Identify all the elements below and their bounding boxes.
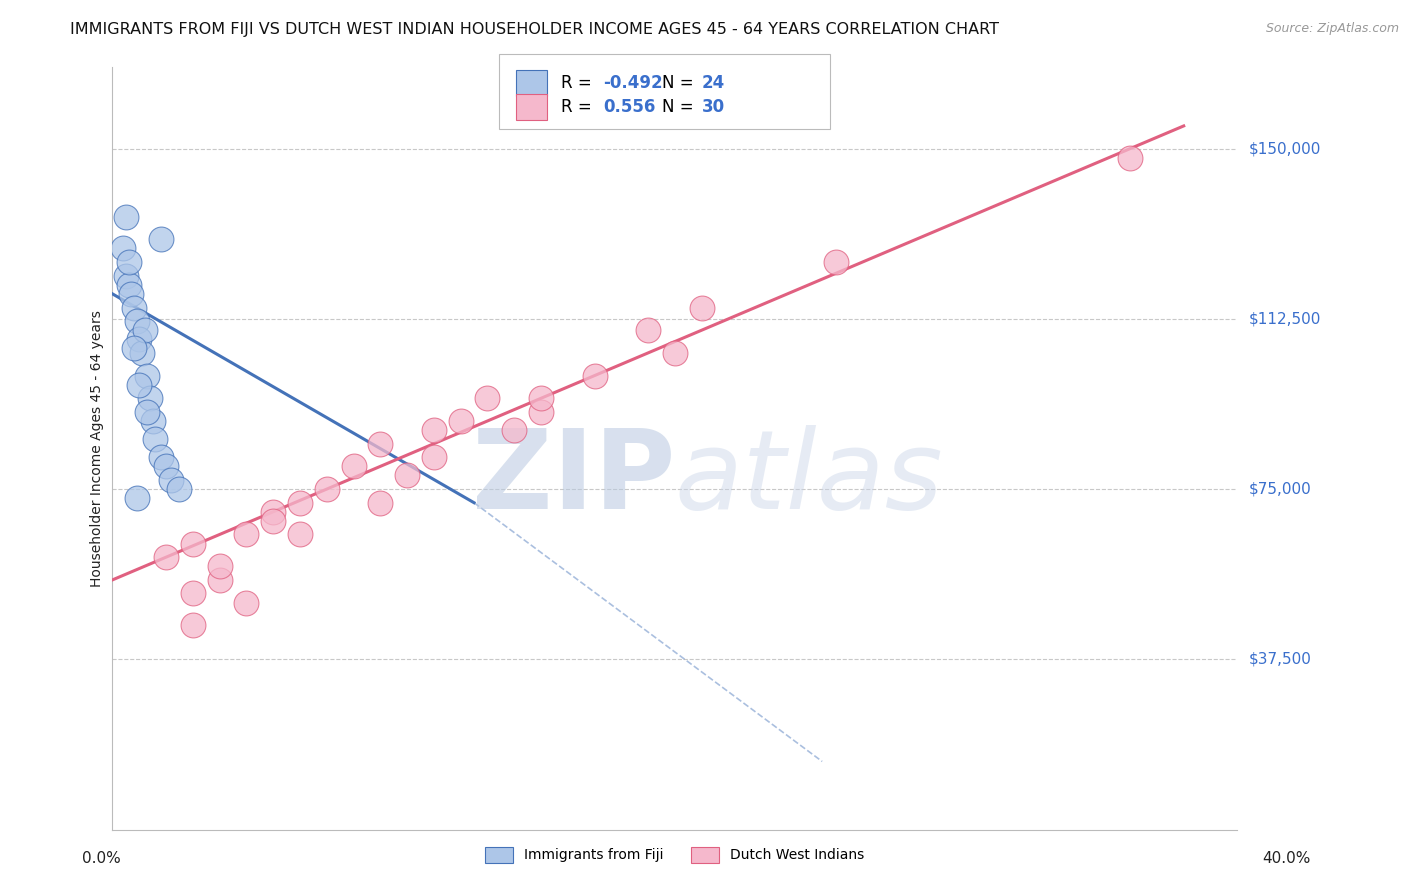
Point [181, 586, 204, 600]
Point [396, 468, 419, 483]
Point [122, 301, 145, 315]
Point [637, 323, 659, 337]
Point [315, 482, 337, 496]
Text: Source: ZipAtlas.com: Source: ZipAtlas.com [1265, 22, 1399, 36]
Point [128, 377, 150, 392]
Point [235, 596, 257, 610]
Point [530, 392, 553, 406]
Text: -0.492: -0.492 [603, 74, 662, 92]
Point [112, 242, 135, 256]
Text: R =: R = [561, 98, 598, 116]
Point [120, 286, 142, 301]
Point [181, 618, 204, 632]
Point [128, 332, 150, 346]
Point [117, 255, 139, 269]
Point [664, 346, 686, 360]
Point [115, 210, 138, 224]
Text: IMMIGRANTS FROM FIJI VS DUTCH WEST INDIAN HOUSEHOLDER INCOME AGES 45 - 64 YEARS : IMMIGRANTS FROM FIJI VS DUTCH WEST INDIA… [70, 22, 1000, 37]
Text: ZIP: ZIP [471, 425, 675, 533]
Point [142, 414, 165, 428]
Point [1119, 151, 1142, 165]
Text: N =: N = [662, 74, 699, 92]
Point [530, 405, 553, 419]
Point [122, 342, 145, 356]
Point [131, 346, 153, 360]
Point [288, 496, 311, 510]
Text: 0.0%: 0.0% [82, 851, 121, 865]
Point [125, 491, 148, 505]
Point [143, 432, 166, 446]
Point [235, 527, 257, 541]
Point [139, 392, 162, 406]
Text: $37,500: $37,500 [1249, 652, 1312, 667]
Point [160, 473, 183, 487]
Point [368, 436, 391, 450]
Point [342, 459, 364, 474]
Text: $75,000: $75,000 [1249, 482, 1312, 497]
Legend: Immigrants from Fiji, Dutch West Indians: Immigrants from Fiji, Dutch West Indians [479, 841, 870, 869]
Point [149, 450, 172, 465]
Text: 40.0%: 40.0% [1263, 851, 1310, 865]
Point [181, 536, 204, 550]
Point [115, 268, 138, 283]
Point [477, 392, 499, 406]
Text: 24: 24 [702, 74, 725, 92]
Point [136, 368, 159, 383]
Point [117, 277, 139, 292]
Point [134, 323, 156, 337]
Point [149, 232, 172, 246]
Point [423, 423, 446, 437]
Text: $150,000: $150,000 [1249, 141, 1320, 156]
Point [503, 423, 526, 437]
Point [208, 573, 231, 587]
Point [155, 459, 177, 474]
Point [423, 450, 446, 465]
Point [136, 405, 159, 419]
Text: R =: R = [561, 74, 598, 92]
Text: 0.556: 0.556 [603, 98, 655, 116]
Point [583, 368, 606, 383]
Point [169, 482, 191, 496]
Point [262, 514, 284, 528]
Text: 30: 30 [702, 98, 724, 116]
Point [368, 496, 391, 510]
Point [450, 414, 472, 428]
Text: atlas: atlas [675, 425, 943, 533]
Text: $112,500: $112,500 [1249, 311, 1320, 326]
Point [824, 255, 846, 269]
Point [690, 301, 713, 315]
Point [262, 505, 284, 519]
Y-axis label: Householder Income Ages 45 - 64 years: Householder Income Ages 45 - 64 years [90, 310, 104, 587]
Point [208, 559, 231, 574]
Text: N =: N = [662, 98, 699, 116]
Point [288, 527, 311, 541]
Point [125, 314, 148, 328]
Point [155, 550, 177, 565]
